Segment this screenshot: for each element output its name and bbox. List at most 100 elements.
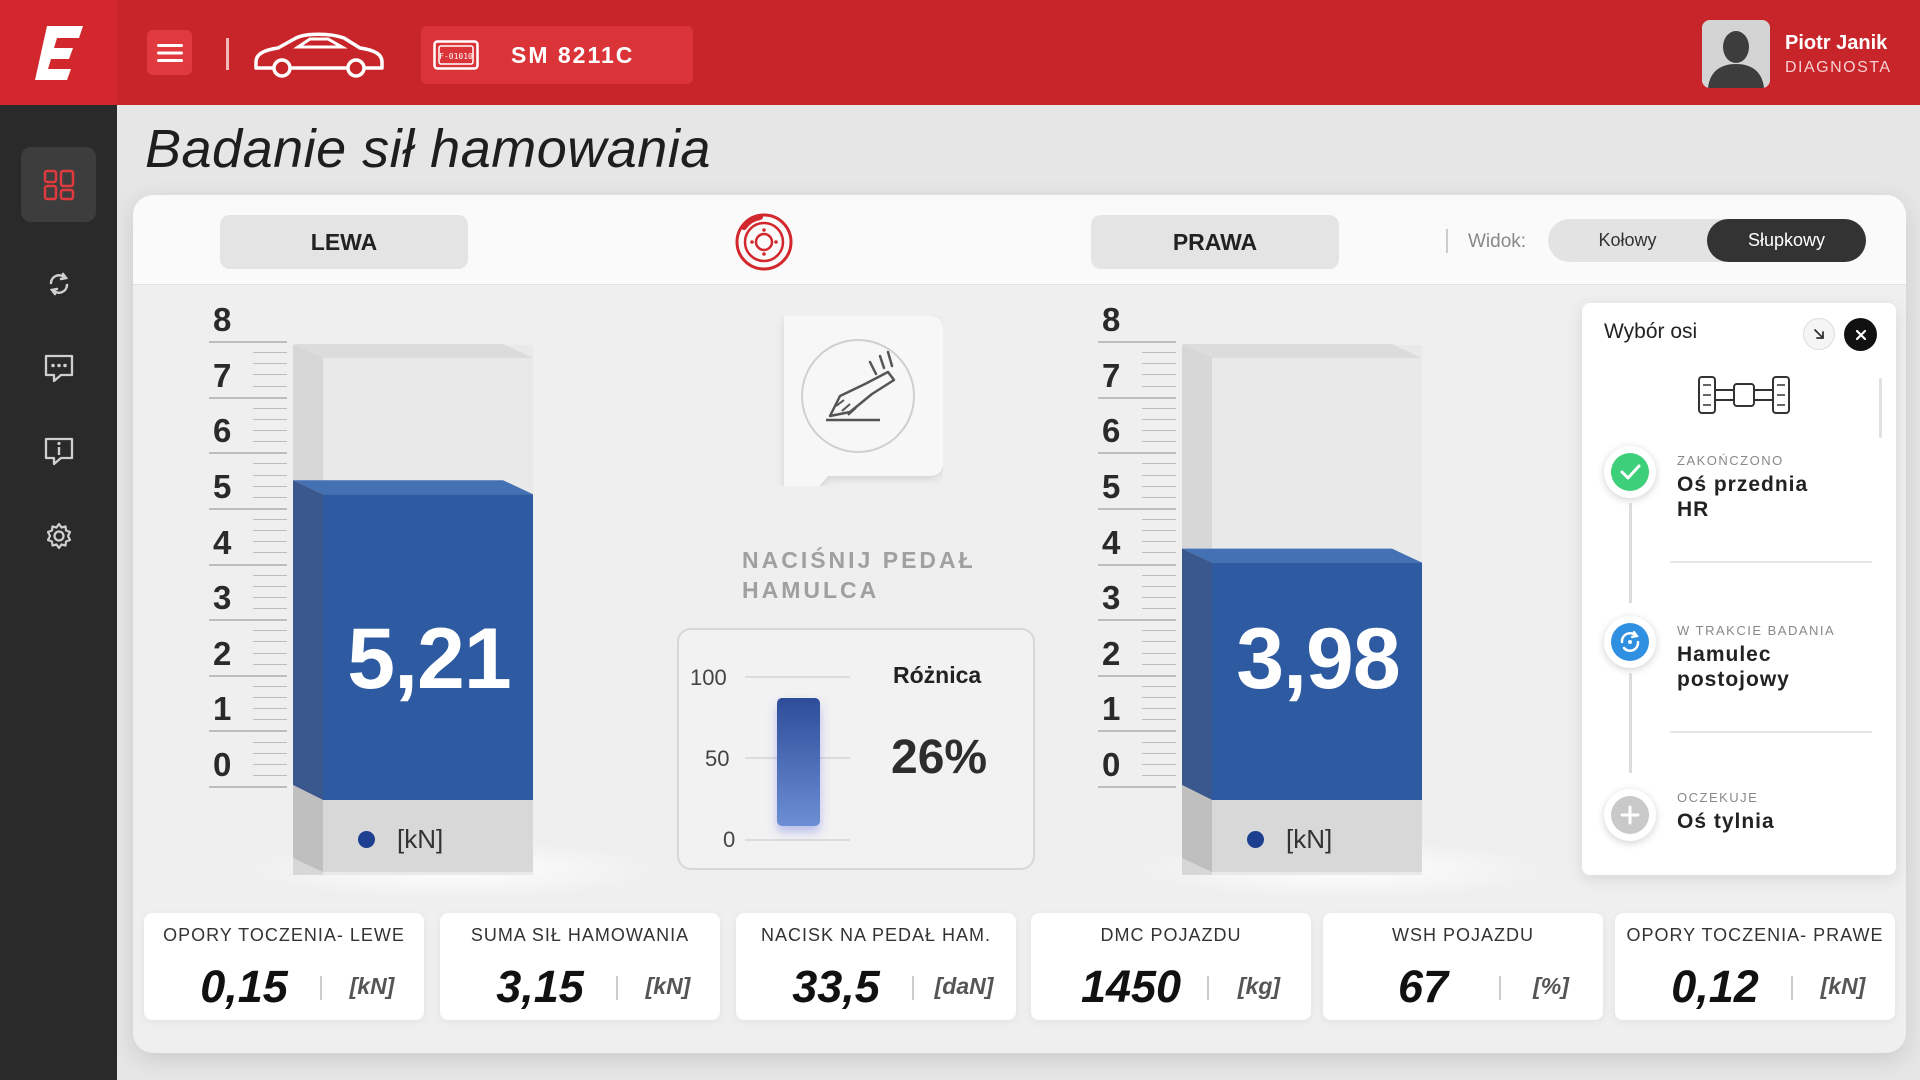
- logo-e-icon: [34, 25, 83, 80]
- gauge-minor-tick: [253, 385, 287, 387]
- gauge-minor-tick: [1142, 652, 1176, 654]
- gauge-major-tick: [1098, 619, 1176, 622]
- gauge-major-tick: [209, 341, 287, 343]
- view-toggle[interactable]: Kołowy Słupkowy: [1548, 219, 1866, 262]
- stat-card: DMC POJAZDU 1450 [kg]: [1031, 913, 1311, 1020]
- gauge-scale-label: 4: [213, 523, 232, 561]
- check-icon: [1611, 453, 1649, 491]
- close-button[interactable]: [1844, 318, 1877, 351]
- stat-label: WSH POJAZDU: [1391, 925, 1534, 945]
- gauge-minor-tick: [253, 519, 287, 520]
- gauge-minor-tick: [1142, 608, 1176, 609]
- gauge-minor-tick: [1142, 474, 1176, 476]
- brake-pedal-icon: [801, 339, 915, 453]
- sidebar-item-messages[interactable]: [21, 330, 96, 405]
- gauge-minor-tick: [1142, 430, 1176, 431]
- gauge-minor-tick: [253, 708, 287, 710]
- bar-front-face: [1212, 562, 1422, 800]
- stat-card: NACISK NA PEDAŁ HAM. 33,5 [daN]: [736, 913, 1016, 1020]
- step-name-line-1: Oś przednia: [1677, 473, 1809, 496]
- diff-scale-0: 0: [723, 827, 736, 852]
- gauge-minor-tick: [1142, 574, 1176, 576]
- gauge-scale-label: 0: [1102, 746, 1121, 783]
- sidebar-item-settings[interactable]: [21, 498, 96, 573]
- gauge-minor-tick: [253, 430, 287, 431]
- gauge-scale-label: 7: [213, 356, 232, 394]
- unit-label: [kN]: [397, 824, 444, 854]
- gauge-minor-tick: [1142, 485, 1176, 487]
- stat-card: OPORY TOCZENIA- PRAWE 0,12 [kN]: [1615, 913, 1895, 1020]
- stat-card: WSH POJAZDU 67 [%]: [1323, 913, 1603, 1020]
- step-connector: [1629, 673, 1632, 773]
- plus-icon: [1611, 796, 1649, 834]
- gauge-scale-label: 6: [1102, 412, 1121, 450]
- step-done-badge: [1604, 446, 1656, 498]
- stat-value: 0,15: [200, 961, 288, 1012]
- gauge-scale-label: 8: [1102, 301, 1121, 338]
- top-bar: F-01010 SM 8211C Piotr Janik DIAGNOSTA: [0, 0, 1920, 105]
- gauge-minor-tick: [253, 374, 287, 376]
- gauge-base-side: [1182, 785, 1212, 872]
- step-pending-badge: [1604, 789, 1656, 841]
- stat-value: 3,15: [496, 961, 584, 1012]
- gauge-major-tick: [1098, 730, 1176, 733]
- gauge-value: 5,21: [347, 611, 511, 707]
- diff-scale-50: 50: [705, 746, 730, 771]
- sidebar-item-sync[interactable]: [21, 246, 96, 321]
- gauge-minor-tick: [253, 463, 287, 465]
- axis-panel-title: Wybór osi: [1604, 320, 1698, 343]
- tube-top-cap: [293, 344, 533, 358]
- expand-button[interactable]: [1803, 318, 1835, 350]
- gauge-minor-tick: [253, 685, 287, 687]
- stat-unit: [kg]: [1237, 973, 1281, 999]
- gauge-minor-tick: [253, 741, 287, 743]
- gauge-minor-tick: [1142, 697, 1176, 698]
- page-title: Badanie sił hamowania: [145, 119, 711, 179]
- avatar[interactable]: [1702, 20, 1770, 88]
- gauge-scale-label: 6: [213, 412, 232, 450]
- gauge-minor-tick: [1142, 541, 1176, 543]
- difference-mini-bar: [745, 676, 850, 841]
- gauge-minor-tick: [1142, 374, 1176, 376]
- gauge-minor-tick: [1142, 685, 1176, 687]
- stat-divider: [1791, 976, 1793, 1000]
- gauge-major-tick: [1098, 396, 1176, 399]
- step-name-line-1: Oś tylnia: [1677, 810, 1775, 833]
- view-option-pie[interactable]: Kołowy: [1598, 230, 1657, 250]
- app-logo[interactable]: [0, 0, 117, 105]
- stat-card: OPORY TOCZENIA- LEWE 0,15 [kN]: [144, 913, 424, 1020]
- unit-label: [kN]: [1286, 824, 1333, 854]
- gauge-scale-label: 1: [1102, 690, 1121, 728]
- vehicle-plate-box[interactable]: F-01010 SM 8211C: [421, 26, 693, 84]
- stat-divider: [1499, 976, 1501, 1000]
- gauge-minor-tick: [1142, 496, 1176, 498]
- stat-value: 33,5: [792, 961, 880, 1012]
- sidebar-item-info[interactable]: [21, 413, 96, 488]
- gauge-scale-label: 8: [213, 301, 232, 338]
- gauge-minor-tick: [1142, 752, 1176, 754]
- user-name: Piotr Janik: [1785, 32, 1888, 54]
- gauge-minor-tick: [1142, 407, 1176, 409]
- gauge-minor-tick: [1142, 519, 1176, 520]
- sidebar-item-dashboard[interactable]: [21, 147, 96, 222]
- gauge-major-tick: [209, 730, 287, 733]
- view-option-bar[interactable]: Słupkowy: [1707, 219, 1866, 262]
- pedal-instruction-line-1: NACIŚNIJ PEDAŁ: [742, 547, 976, 573]
- gauge-base-side: [293, 785, 323, 872]
- view-label: Widok:: [1468, 231, 1527, 252]
- bar-top-face: [1182, 548, 1422, 563]
- step-active-badge: [1604, 616, 1656, 668]
- gauge-major-tick: [1098, 341, 1176, 343]
- stat-divider: [616, 976, 618, 1000]
- gauge-minor-tick: [1142, 418, 1176, 420]
- step-divider: [1670, 561, 1872, 563]
- step-name-line-1: Hamulec: [1677, 643, 1772, 666]
- car-icon[interactable]: [252, 28, 386, 78]
- gauge-minor-tick: [1142, 630, 1176, 632]
- panel-scrollbar[interactable]: [1879, 378, 1882, 438]
- gear-icon: [46, 522, 71, 549]
- menu-button[interactable]: [147, 30, 192, 75]
- gauge-minor-tick: [253, 697, 287, 698]
- difference-value: 26%: [891, 731, 988, 784]
- legend-dot: [1247, 831, 1264, 848]
